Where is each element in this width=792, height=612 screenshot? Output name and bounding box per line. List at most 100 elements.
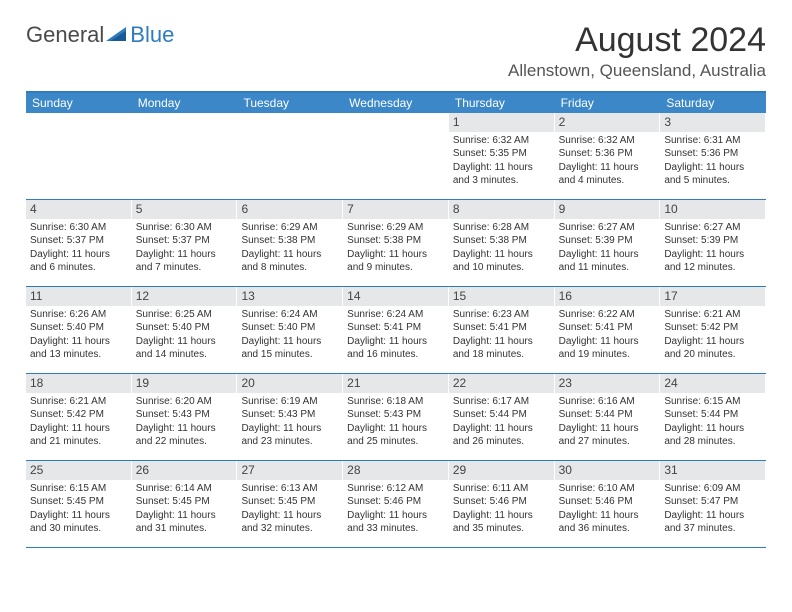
- day-details: Sunrise: 6:24 AMSunset: 5:41 PMDaylight:…: [343, 306, 448, 366]
- weekday-header: Monday: [132, 93, 238, 113]
- daylight2-text: and 12 minutes.: [664, 261, 761, 275]
- day-details: Sunrise: 6:29 AMSunset: 5:38 PMDaylight:…: [237, 219, 342, 279]
- day-details: Sunrise: 6:10 AMSunset: 5:46 PMDaylight:…: [555, 480, 660, 540]
- day-number: 26: [132, 461, 237, 479]
- day-details: Sunrise: 6:31 AMSunset: 5:36 PMDaylight:…: [660, 132, 765, 192]
- sunset-text: Sunset: 5:44 PM: [453, 408, 550, 422]
- day-cell: 22Sunrise: 6:17 AMSunset: 5:44 PMDayligh…: [449, 374, 555, 460]
- day-cell: 30Sunrise: 6:10 AMSunset: 5:46 PMDayligh…: [555, 461, 661, 547]
- sunset-text: Sunset: 5:41 PM: [559, 321, 656, 335]
- daylight1-text: Daylight: 11 hours: [664, 248, 761, 262]
- daylight1-text: Daylight: 11 hours: [241, 248, 338, 262]
- day-number: 18: [26, 374, 131, 392]
- week-row: 1Sunrise: 6:32 AMSunset: 5:35 PMDaylight…: [26, 113, 766, 200]
- daylight2-text: and 18 minutes.: [453, 348, 550, 362]
- daylight2-text: and 37 minutes.: [664, 522, 761, 536]
- sunrise-text: Sunrise: 6:19 AM: [241, 395, 338, 409]
- location-subtitle: Allenstown, Queensland, Australia: [508, 61, 766, 81]
- sunset-text: Sunset: 5:44 PM: [664, 408, 761, 422]
- day-number: 9: [555, 200, 660, 218]
- logo: General Blue: [26, 22, 174, 48]
- sunrise-text: Sunrise: 6:10 AM: [559, 482, 656, 496]
- sunset-text: Sunset: 5:38 PM: [453, 234, 550, 248]
- day-number: 20: [237, 374, 342, 392]
- day-number: 6: [237, 200, 342, 218]
- sunset-text: Sunset: 5:42 PM: [664, 321, 761, 335]
- week-row: 4Sunrise: 6:30 AMSunset: 5:37 PMDaylight…: [26, 200, 766, 287]
- empty-cell: [132, 113, 238, 199]
- day-number: 31: [660, 461, 765, 479]
- daylight1-text: Daylight: 11 hours: [241, 335, 338, 349]
- day-number: 25: [26, 461, 131, 479]
- daylight1-text: Daylight: 11 hours: [241, 422, 338, 436]
- daylight2-text: and 19 minutes.: [559, 348, 656, 362]
- sunset-text: Sunset: 5:44 PM: [559, 408, 656, 422]
- sunset-text: Sunset: 5:40 PM: [30, 321, 127, 335]
- day-details: Sunrise: 6:15 AMSunset: 5:45 PMDaylight:…: [26, 480, 131, 540]
- sunrise-text: Sunrise: 6:31 AM: [664, 134, 761, 148]
- day-details: Sunrise: 6:28 AMSunset: 5:38 PMDaylight:…: [449, 219, 554, 279]
- day-number: 30: [555, 461, 660, 479]
- daylight1-text: Daylight: 11 hours: [559, 509, 656, 523]
- day-details: Sunrise: 6:11 AMSunset: 5:46 PMDaylight:…: [449, 480, 554, 540]
- daylight1-text: Daylight: 11 hours: [347, 422, 444, 436]
- sunrise-text: Sunrise: 6:21 AM: [664, 308, 761, 322]
- daylight2-text: and 33 minutes.: [347, 522, 444, 536]
- sunset-text: Sunset: 5:42 PM: [30, 408, 127, 422]
- week-row: 18Sunrise: 6:21 AMSunset: 5:42 PMDayligh…: [26, 374, 766, 461]
- day-details: Sunrise: 6:22 AMSunset: 5:41 PMDaylight:…: [555, 306, 660, 366]
- daylight2-text: and 32 minutes.: [241, 522, 338, 536]
- day-details: Sunrise: 6:16 AMSunset: 5:44 PMDaylight:…: [555, 393, 660, 453]
- weekday-header: Sunday: [26, 93, 132, 113]
- daylight1-text: Daylight: 11 hours: [347, 335, 444, 349]
- daylight1-text: Daylight: 11 hours: [559, 422, 656, 436]
- day-details: Sunrise: 6:21 AMSunset: 5:42 PMDaylight:…: [26, 393, 131, 453]
- daylight1-text: Daylight: 11 hours: [453, 335, 550, 349]
- day-cell: 20Sunrise: 6:19 AMSunset: 5:43 PMDayligh…: [237, 374, 343, 460]
- calendar-page: General Blue August 2024 Allenstown, Que…: [0, 0, 792, 568]
- sunrise-text: Sunrise: 6:15 AM: [664, 395, 761, 409]
- sunset-text: Sunset: 5:46 PM: [347, 495, 444, 509]
- daylight1-text: Daylight: 11 hours: [241, 509, 338, 523]
- day-number: 2: [555, 113, 660, 131]
- day-cell: 3Sunrise: 6:31 AMSunset: 5:36 PMDaylight…: [660, 113, 766, 199]
- day-number: 12: [132, 287, 237, 305]
- day-cell: 25Sunrise: 6:15 AMSunset: 5:45 PMDayligh…: [26, 461, 132, 547]
- daylight1-text: Daylight: 11 hours: [664, 509, 761, 523]
- daylight2-text: and 35 minutes.: [453, 522, 550, 536]
- day-cell: 8Sunrise: 6:28 AMSunset: 5:38 PMDaylight…: [449, 200, 555, 286]
- day-cell: 21Sunrise: 6:18 AMSunset: 5:43 PMDayligh…: [343, 374, 449, 460]
- day-number: 4: [26, 200, 131, 218]
- daylight1-text: Daylight: 11 hours: [136, 248, 233, 262]
- daylight2-text: and 8 minutes.: [241, 261, 338, 275]
- sunset-text: Sunset: 5:38 PM: [241, 234, 338, 248]
- day-number: 5: [132, 200, 237, 218]
- day-details: Sunrise: 6:27 AMSunset: 5:39 PMDaylight:…: [555, 219, 660, 279]
- day-cell: 13Sunrise: 6:24 AMSunset: 5:40 PMDayligh…: [237, 287, 343, 373]
- sunrise-text: Sunrise: 6:27 AM: [664, 221, 761, 235]
- sunset-text: Sunset: 5:45 PM: [241, 495, 338, 509]
- logo-text-general: General: [26, 22, 104, 48]
- daylight2-text: and 6 minutes.: [30, 261, 127, 275]
- logo-text-blue: Blue: [130, 25, 174, 45]
- sunset-text: Sunset: 5:47 PM: [664, 495, 761, 509]
- sunset-text: Sunset: 5:39 PM: [559, 234, 656, 248]
- day-cell: 11Sunrise: 6:26 AMSunset: 5:40 PMDayligh…: [26, 287, 132, 373]
- day-number: 21: [343, 374, 448, 392]
- day-cell: 19Sunrise: 6:20 AMSunset: 5:43 PMDayligh…: [132, 374, 238, 460]
- sunset-text: Sunset: 5:39 PM: [664, 234, 761, 248]
- day-number: 10: [660, 200, 765, 218]
- daylight2-text: and 5 minutes.: [664, 174, 761, 188]
- sunrise-text: Sunrise: 6:14 AM: [136, 482, 233, 496]
- sunset-text: Sunset: 5:46 PM: [559, 495, 656, 509]
- day-cell: 29Sunrise: 6:11 AMSunset: 5:46 PMDayligh…: [449, 461, 555, 547]
- daylight1-text: Daylight: 11 hours: [559, 248, 656, 262]
- day-cell: 4Sunrise: 6:30 AMSunset: 5:37 PMDaylight…: [26, 200, 132, 286]
- sunrise-text: Sunrise: 6:29 AM: [347, 221, 444, 235]
- day-details: Sunrise: 6:32 AMSunset: 5:36 PMDaylight:…: [555, 132, 660, 192]
- sunset-text: Sunset: 5:38 PM: [347, 234, 444, 248]
- day-details: Sunrise: 6:24 AMSunset: 5:40 PMDaylight:…: [237, 306, 342, 366]
- day-cell: 12Sunrise: 6:25 AMSunset: 5:40 PMDayligh…: [132, 287, 238, 373]
- day-details: Sunrise: 6:30 AMSunset: 5:37 PMDaylight:…: [26, 219, 131, 279]
- triangle-icon: [106, 23, 130, 48]
